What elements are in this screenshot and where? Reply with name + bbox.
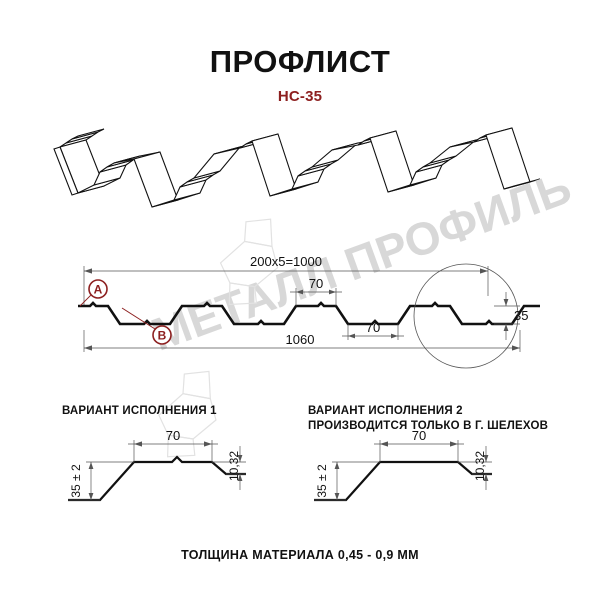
title-block: ПРОФЛИСТ НС-35 [0,46,600,105]
callout-b: B [121,307,172,345]
dim-label-crest-width: 70 [309,276,323,291]
variant-2-caption-line-2: ПРОИЗВОДИТСЯ ТОЛЬКО В Г. ШЕЛЕХОВ [308,420,549,432]
dim-trough-width: 70 [342,320,404,340]
product-code: НС-35 [277,88,323,105]
variant-1-dim-lip-height: 10,32 [212,446,246,490]
dim-label-trough-width: 70 [366,320,380,335]
callout-a: A [79,279,108,307]
variant-2-dim-label-top-width: 70 [412,428,426,443]
iso-sheet [53,127,541,208]
variant-2-dim-label-web-height: 35 ± 2 [315,464,329,498]
dim-label-height: 35 [514,308,528,323]
detail-zoom-circle [413,263,519,369]
dim-height: 35 [494,292,528,340]
variant-2-dim-lip-height: 10,32 [458,446,492,490]
variant-1-dim-label-web-height: 35 ± 2 [69,464,83,498]
variant-1-dim-label-lip-height: 10,32 [227,451,241,481]
callout-b-label: B [158,329,167,343]
variant-2-caption-line-1: ВАРИАНТ ИСПОЛНЕНИЯ 2 [308,405,463,417]
material-thickness-note: ТОЛЩИНА МАТЕРИАЛА 0,45 - 0,9 ММ [181,548,419,562]
variant-1-dim-web-height: 35 ± 2 [68,461,134,501]
variant-1-caption-line-1: ВАРИАНТ ИСПОЛНЕНИЯ 1 [62,405,217,417]
callout-a-label: A [94,283,103,297]
page-title: ПРОФЛИСТ [209,44,391,79]
dim-crest-width: 70 [290,276,342,306]
variant-2-profile [314,460,492,502]
dim-overall-width: 1060 [83,330,521,352]
variant-2-caption: ВАРИАНТ ИСПОЛНЕНИЯ 2 ПРОИЗВОДИТСЯ ТОЛЬКО… [308,404,548,434]
section-profile [78,301,540,326]
variant-2-dim-top-width: 70 [374,428,464,462]
variant-1-caption: ВАРИАНТ ИСПОЛНЕНИЯ 1 [62,404,217,419]
variant-2-dim-label-lip-height: 10,32 [473,451,487,481]
dim-label-overall-width: 1060 [286,332,315,347]
variant-2-dim-web-height: 35 ± 2 [314,461,380,501]
